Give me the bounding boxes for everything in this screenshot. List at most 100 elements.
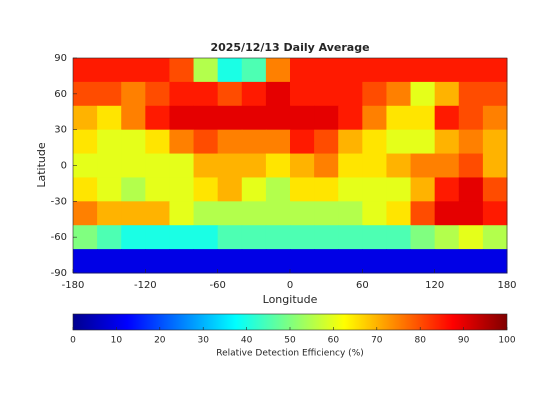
heatmap-cell <box>217 177 243 202</box>
heatmap-cell <box>458 177 484 202</box>
heatmap-cell <box>145 225 170 250</box>
heatmap-cell <box>73 129 98 155</box>
heatmap-cell <box>121 58 146 83</box>
heatmap-cell <box>145 249 170 274</box>
heatmap-cell <box>121 105 146 131</box>
heatmap-cell <box>169 58 195 83</box>
heatmap-cell <box>458 58 484 83</box>
y-tick-label: -90 <box>51 268 67 279</box>
heatmap-cell <box>97 249 122 274</box>
heatmap-cell <box>145 177 170 202</box>
heatmap-cell <box>265 105 291 131</box>
heatmap-cell <box>410 249 436 274</box>
heatmap-cell <box>290 201 315 226</box>
heatmap-cell <box>121 249 146 274</box>
heatmap-cell <box>241 129 267 155</box>
heatmap-cell <box>482 225 508 250</box>
heatmap-cell <box>73 249 98 274</box>
heatmap-cell <box>265 225 291 250</box>
heatmap-cell <box>338 225 363 250</box>
heatmap-cell <box>458 225 484 250</box>
heatmap-cell <box>434 249 460 274</box>
heatmap-cell <box>314 177 339 202</box>
heatmap-cell <box>410 201 436 226</box>
heatmap-cell <box>290 225 315 250</box>
heatmap-cell <box>121 201 146 226</box>
x-tick-label: 180 <box>497 280 516 291</box>
heatmap-cell <box>290 153 315 178</box>
heatmap-cell <box>169 153 195 178</box>
heatmap-cell <box>410 129 436 155</box>
heatmap-cell <box>362 105 387 131</box>
heatmap-cell <box>97 201 122 226</box>
heatmap-cell <box>314 225 339 250</box>
heatmap-cell <box>265 201 291 226</box>
heatmap-cell <box>145 153 170 178</box>
heatmap-cell <box>217 225 243 250</box>
heatmap-cell <box>217 249 243 274</box>
heatmap-cell <box>410 225 436 250</box>
heatmap-cell <box>241 249 267 274</box>
x-axis-label: Longitude <box>263 293 318 306</box>
heatmap-cell <box>410 153 436 178</box>
heatmap-cell <box>145 81 170 107</box>
heatmap-cell <box>482 105 508 131</box>
heatmap-cell <box>434 201 460 226</box>
heatmap-cell <box>145 58 170 83</box>
heatmap-cell <box>97 129 122 155</box>
heatmap-cell <box>241 177 267 202</box>
heatmap-cell <box>338 129 363 155</box>
heatmap-cell <box>193 153 219 178</box>
heatmap-cell <box>290 177 315 202</box>
y-tick-label: 0 <box>61 161 67 172</box>
heatmap-cell <box>290 58 315 83</box>
heatmap-cell <box>410 81 436 107</box>
colorbar-tick-label: 0 <box>70 336 76 346</box>
colorbar-tick-label: 10 <box>111 336 123 346</box>
heatmap-cell <box>314 201 339 226</box>
y-tick-label: -60 <box>51 232 67 243</box>
x-tick-label: 60 <box>356 280 369 291</box>
heatmap-cell <box>434 105 460 131</box>
heatmap-cell <box>386 201 412 226</box>
heatmap-cell <box>314 153 339 178</box>
heatmap-cell <box>265 81 291 107</box>
heatmap-cell <box>145 129 170 155</box>
heatmap-cell <box>73 81 98 107</box>
heatmap-cell <box>314 105 339 131</box>
heatmap-cell <box>193 225 219 250</box>
heatmap-cell <box>338 105 363 131</box>
heatmap-cell <box>362 81 387 107</box>
heatmap-cell <box>169 177 195 202</box>
heatmap-cell <box>434 58 460 83</box>
heatmap-cell <box>290 249 315 274</box>
x-tick-label: 0 <box>287 280 293 291</box>
heatmap-cell <box>290 81 315 107</box>
heatmap-cell <box>121 177 146 202</box>
heatmap-cell <box>482 153 508 178</box>
heatmap-cell <box>73 153 98 178</box>
y-tick-label: 90 <box>54 53 67 64</box>
y-tick-label: 30 <box>54 125 67 136</box>
heatmap-cell <box>458 81 484 107</box>
heatmap-cell <box>482 201 508 226</box>
heatmap-cell <box>169 81 195 107</box>
heatmap-cell <box>73 177 98 202</box>
heatmap-cell <box>241 105 267 131</box>
heatmap-cell <box>241 81 267 107</box>
colorbar-tick-label: 30 <box>197 336 209 346</box>
heatmap-cell <box>386 225 412 250</box>
heatmap-cell <box>314 129 339 155</box>
heatmap-cell <box>434 225 460 250</box>
heatmap-cell <box>169 225 195 250</box>
heatmap-cell <box>362 129 387 155</box>
y-tick-label: 60 <box>54 89 67 100</box>
heatmap-cell <box>97 225 122 250</box>
heatmap-cell <box>386 153 412 178</box>
heatmap-cell <box>434 129 460 155</box>
heatmap-cell <box>217 153 243 178</box>
heatmap-cell <box>338 81 363 107</box>
heatmap-cell <box>265 129 291 155</box>
heatmap-cell <box>338 58 363 83</box>
